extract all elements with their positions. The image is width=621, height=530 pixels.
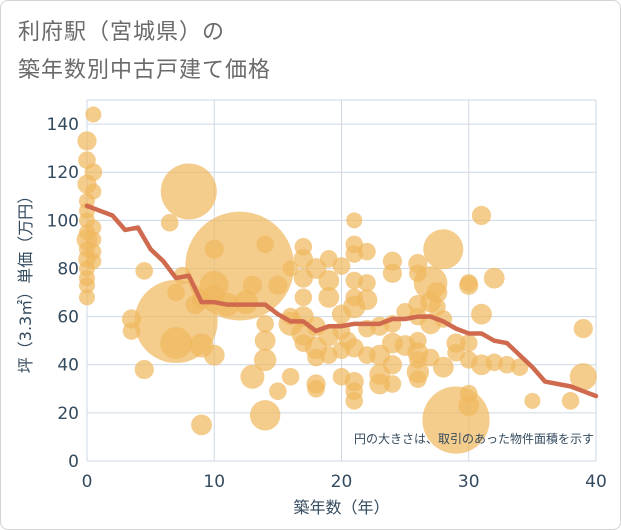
bubble-size-note: 円の大きさは、取引のあった物件面積を示す [354, 431, 594, 446]
bubble-point [234, 290, 259, 315]
bubble-point [160, 163, 217, 220]
bubble-point [85, 219, 102, 236]
x-tick-label: 40 [585, 472, 607, 492]
bubble-point [269, 382, 287, 401]
trend-line-group [84, 203, 599, 399]
x-axis-title: 築年数（年） [293, 498, 389, 517]
bubble-point [318, 286, 340, 308]
bubble-point [282, 260, 299, 277]
bubble-point [471, 205, 492, 226]
bubble-point [256, 315, 274, 333]
bubble-point [358, 242, 376, 261]
x-tick-label: 30 [458, 472, 480, 492]
y-tick-label: 0 [68, 452, 79, 472]
y-tick-label: 140 [47, 115, 79, 135]
y-axis-title: 坪（3.3㎡）単価（万円） [16, 188, 35, 373]
bubble-point [346, 212, 363, 229]
y-tick-label: 100 [47, 211, 79, 231]
bubble-point [383, 375, 402, 393]
bubble-point [85, 106, 102, 123]
bubble-point [294, 288, 313, 307]
bubble-point [356, 289, 378, 311]
bubble-point [268, 275, 288, 295]
bubble-point [77, 131, 97, 151]
bubble-point [432, 356, 454, 378]
x-tick-label: 10 [203, 472, 225, 492]
y-tick-label: 120 [47, 163, 79, 183]
bubble-point [167, 283, 185, 302]
y-tick-label: 80 [57, 259, 79, 279]
bubble-point [409, 370, 427, 388]
bubble-point [160, 327, 193, 360]
bubble-point [483, 267, 505, 289]
bubble-point [79, 277, 95, 294]
bubble-series [76, 106, 597, 454]
x-tick-label: 20 [331, 472, 353, 492]
bubble-point [510, 358, 529, 376]
chart-title-line1: 利府駅（宮城県）の [18, 20, 226, 45]
x-tick-label: 0 [82, 472, 93, 492]
grid-lines [86, 99, 597, 462]
bubble-point [84, 163, 103, 181]
bubble-point [79, 289, 95, 306]
bubble-point [561, 392, 580, 410]
bubble-point [382, 263, 402, 283]
bubble-point [256, 235, 274, 254]
bubble-point [249, 400, 281, 431]
bubble-point [345, 392, 364, 410]
bubble-point [134, 359, 154, 380]
bubble-point [332, 257, 351, 275]
bubble-point [369, 373, 391, 395]
bubble-point [459, 275, 479, 295]
bubble-point [281, 367, 300, 386]
bubble-point [85, 183, 102, 200]
average-price-trend-line [84, 203, 599, 399]
y-tick-label: 20 [57, 404, 79, 424]
bubble-point [573, 319, 593, 339]
bubble-point [382, 355, 402, 375]
bubble-point [459, 334, 478, 352]
bubble-point [135, 262, 154, 280]
bubble-point [242, 275, 263, 295]
bubble-point [524, 392, 541, 409]
bubble-point [253, 348, 277, 372]
bubble-point [569, 363, 597, 391]
bubble-point [254, 330, 276, 352]
bubble-point [203, 344, 225, 366]
bubble-point [191, 414, 212, 436]
bubble-point [307, 380, 325, 398]
bubble-point [426, 282, 448, 303]
chart-title-line2: 築年数別中古戸建て価格 [18, 58, 272, 83]
bubble-point [85, 231, 102, 248]
bubble-point [85, 253, 102, 270]
y-tick-label: 60 [57, 308, 79, 328]
bubble-point [423, 229, 464, 270]
bubble-point [240, 364, 265, 389]
bubble-point [160, 213, 179, 232]
bubble-point [318, 270, 340, 291]
bubble-point [458, 395, 480, 417]
bubble-point [358, 274, 376, 292]
axis-ticks: 0 10 20 30 40 0 20 40 60 80 100 120 140 [47, 115, 607, 492]
bubble-point [471, 303, 492, 325]
y-tick-label: 40 [57, 356, 79, 376]
